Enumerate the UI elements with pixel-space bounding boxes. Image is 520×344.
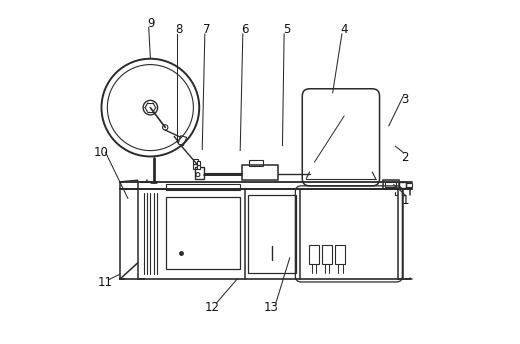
Bar [166,197,240,269]
Text: 2: 2 [401,151,409,164]
Bar [399,182,406,188]
Bar [406,183,412,187]
Text: 5: 5 [283,23,290,36]
Bar [249,195,296,273]
Bar [309,245,319,265]
Text: 7: 7 [203,23,211,36]
Text: 9: 9 [147,17,155,30]
Bar [383,180,399,189]
Text: 11: 11 [97,276,112,289]
Bar [193,160,198,164]
Text: 8: 8 [175,23,183,36]
Bar [242,165,278,180]
Bar [197,161,200,165]
Bar [194,167,204,179]
Bar [166,184,240,190]
Bar [193,164,198,169]
Bar [385,182,396,186]
Text: 4: 4 [341,23,348,36]
Polygon shape [178,136,187,146]
Bar [335,245,345,265]
Text: 6: 6 [241,23,249,36]
Text: 10: 10 [94,146,108,159]
Bar [322,245,332,265]
Bar [197,165,200,169]
Text: 3: 3 [401,93,409,106]
Bar [250,160,263,166]
Text: 1: 1 [401,194,409,206]
Text: 13: 13 [264,301,279,314]
Text: 12: 12 [204,301,219,314]
